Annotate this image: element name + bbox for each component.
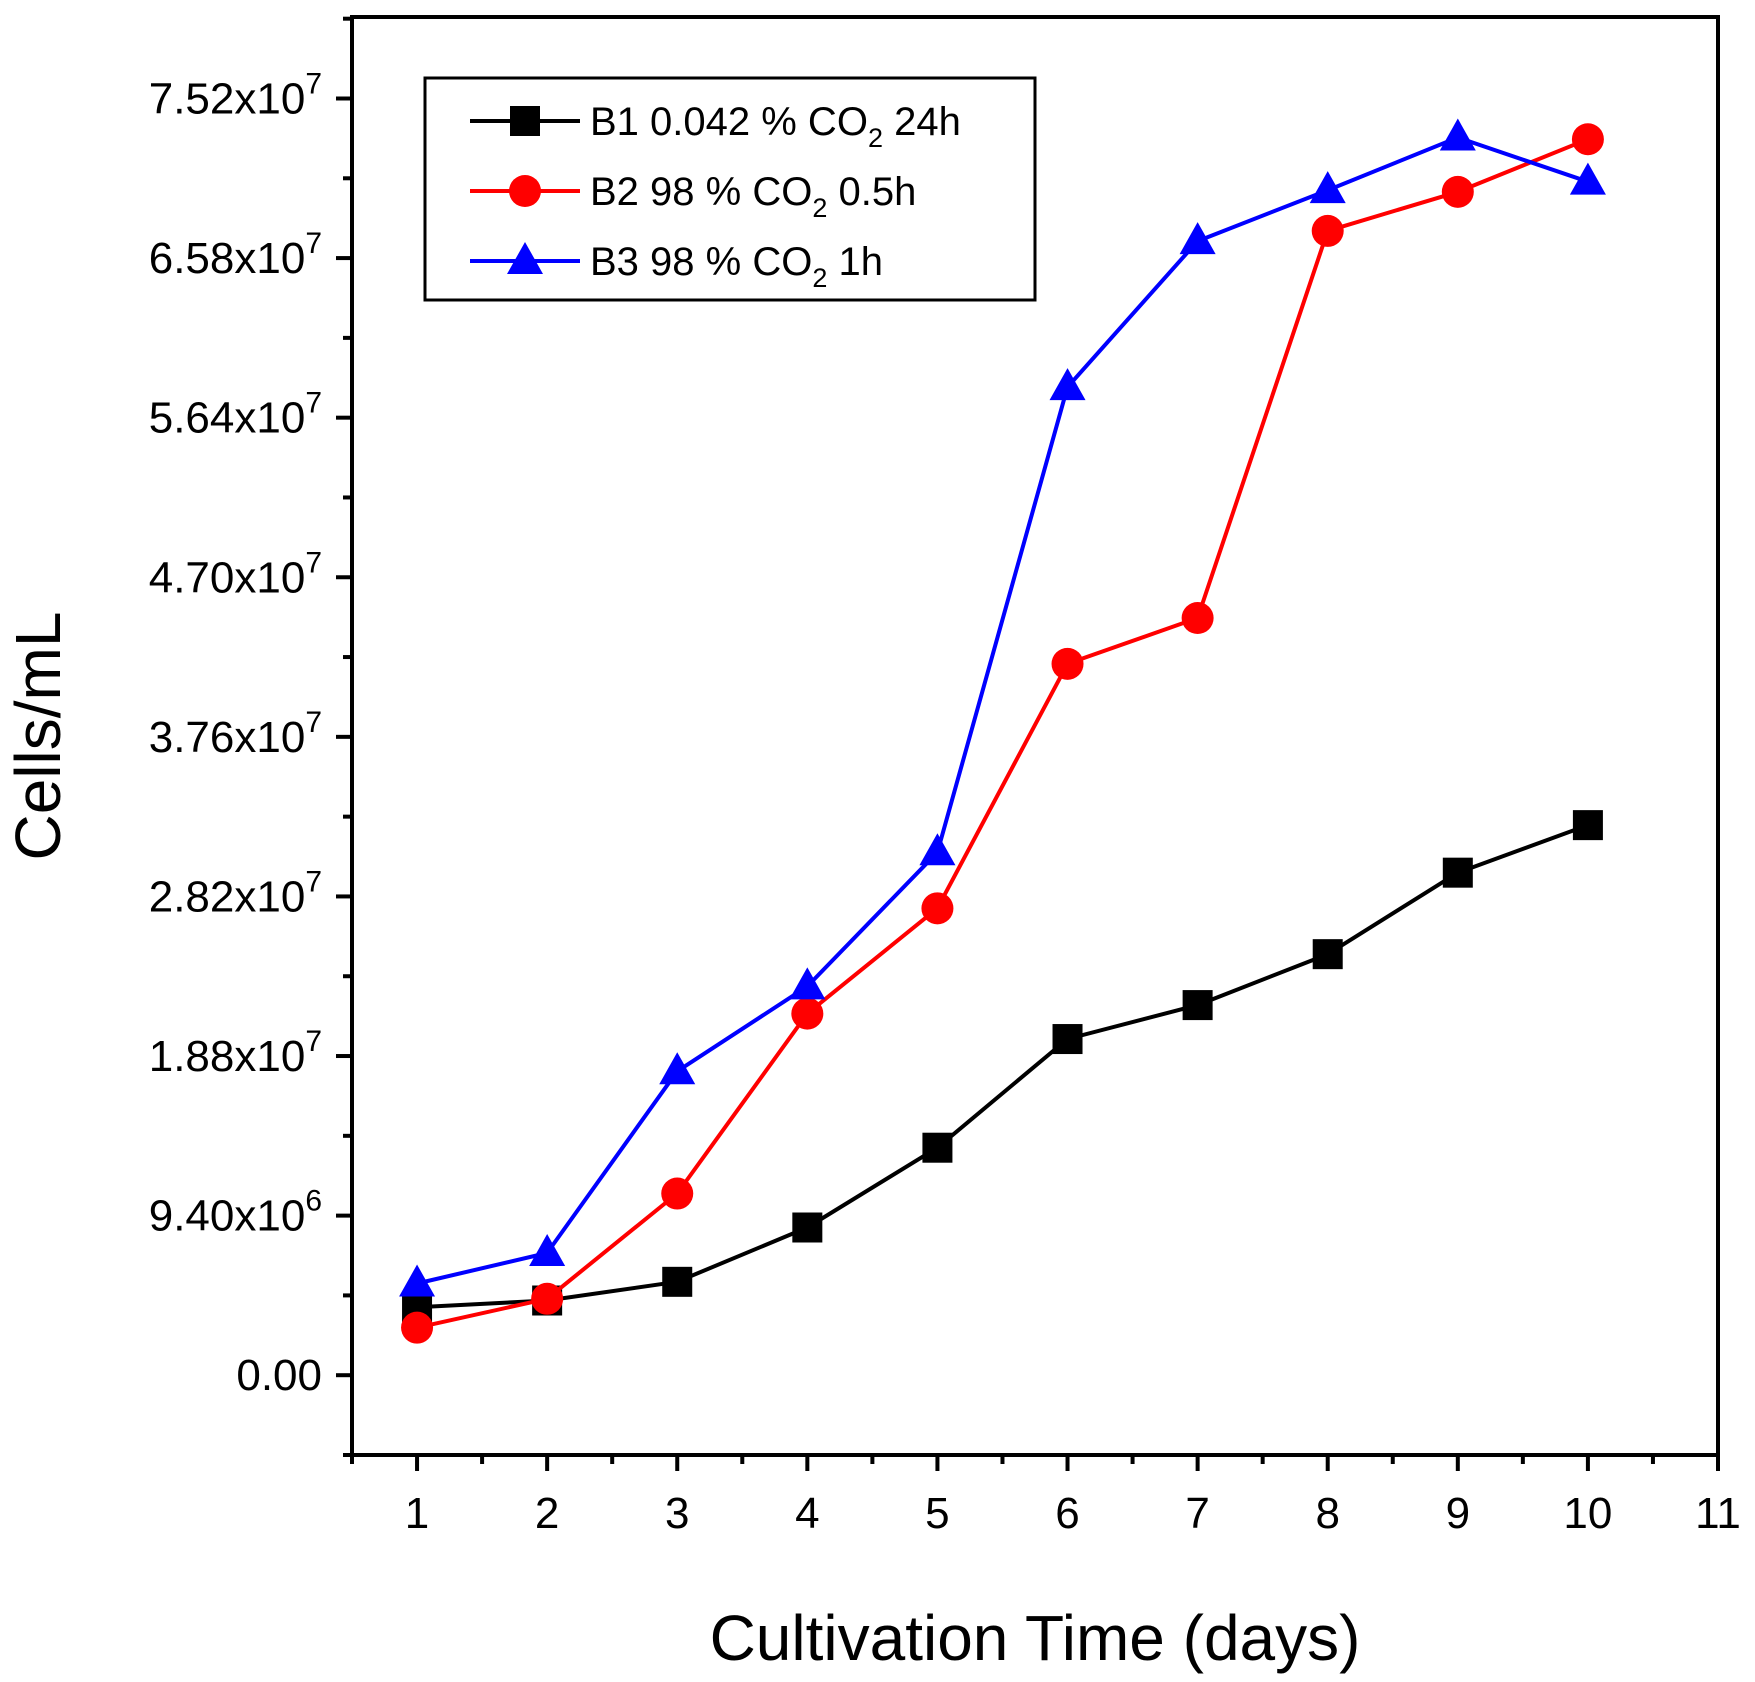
series-line [416,823,1589,1310]
x-tick-label: 9 [1446,1489,1470,1538]
y-axis: 0.00 9.40x106 1.88x107 2.82x107 3.76x107 4.70… [149,16,352,1457]
data-point [791,997,824,1030]
data-point [1181,602,1214,635]
data-point [659,1052,696,1085]
legend: B1 0.042 % CO2 24h B2 98 % CO2 0.5h B3 98 … [423,76,1037,302]
x-tick-label: 3 [665,1489,689,1538]
data-point [1571,123,1604,156]
data-point [399,1264,436,1297]
legend-label: B2 98 % CO2 0.5h [590,170,916,223]
x-tick-label: 7 [1185,1489,1209,1538]
y-axis-title: Cells/mL [2,612,74,861]
data-point [1439,118,1476,151]
data-point [1051,647,1084,680]
legend-label: B1 0.042 % CO2 24h [590,100,961,153]
series-layer [399,118,1606,1344]
data-point [919,833,956,866]
y-tick-label: 1.88x107 [149,1025,322,1081]
data-point [921,892,954,925]
data-point [789,967,826,1000]
series-circle [401,123,1604,1344]
x-tick-label: 2 [535,1489,559,1538]
x-tick-label: 4 [795,1489,819,1538]
series-triangle [399,118,1606,1297]
x-tick-label: 11 [1695,1489,1741,1538]
data-point [1572,810,1603,841]
x-axis-title: Cultivation Time (days) [710,1602,1361,1674]
data-point [792,1212,823,1243]
x-tick-label: 8 [1315,1489,1339,1538]
data-point [1312,939,1343,970]
x-axis: 1 2 3 4 5 6 7 8 9 10 11 [350,1455,1741,1538]
data-point [1179,222,1216,255]
y-tick-label: 9.40x106 [149,1185,322,1241]
legend-entry: B3 98 % CO2 1h [470,240,883,293]
series-line [416,137,1589,1330]
x-tick-label: 6 [1055,1489,1079,1538]
data-point [661,1177,694,1210]
data-point [1309,171,1346,204]
data-point [1182,990,1213,1021]
data-point [1311,214,1344,247]
data-point [401,1311,434,1344]
data-point [922,1132,953,1163]
data-point [1049,368,1086,401]
legend-entry: B1 0.042 % CO2 24h [470,100,961,153]
y-tick-label: 6.58x107 [149,227,322,283]
data-point [531,1282,564,1315]
data-point [662,1266,693,1297]
legend-label: B3 98 % CO2 1h [590,240,883,293]
data-point [1442,857,1473,888]
y-tick-label: 4.70x107 [149,546,322,602]
x-tick-label: 5 [925,1489,949,1538]
data-point [1441,175,1474,208]
series-line [416,135,1589,1286]
x-tick-label: 1 [405,1489,429,1538]
legend-marker [510,106,540,136]
data-point [1052,1024,1083,1055]
data-point [1569,162,1606,195]
y-tick-label: 2.82x107 [149,865,322,921]
x-tick-label: 10 [1563,1489,1612,1538]
y-tick-label: 7.52x107 [149,67,322,123]
legend-marker [509,175,541,207]
data-point [529,1233,566,1266]
y-tick-label: 3.76x107 [149,706,322,762]
y-tick-label: 5.64x107 [149,387,322,443]
legend-entry: B2 98 % CO2 0.5h [470,170,916,223]
legend-marker [507,242,543,274]
y-tick-label: 0.00 [236,1351,322,1400]
